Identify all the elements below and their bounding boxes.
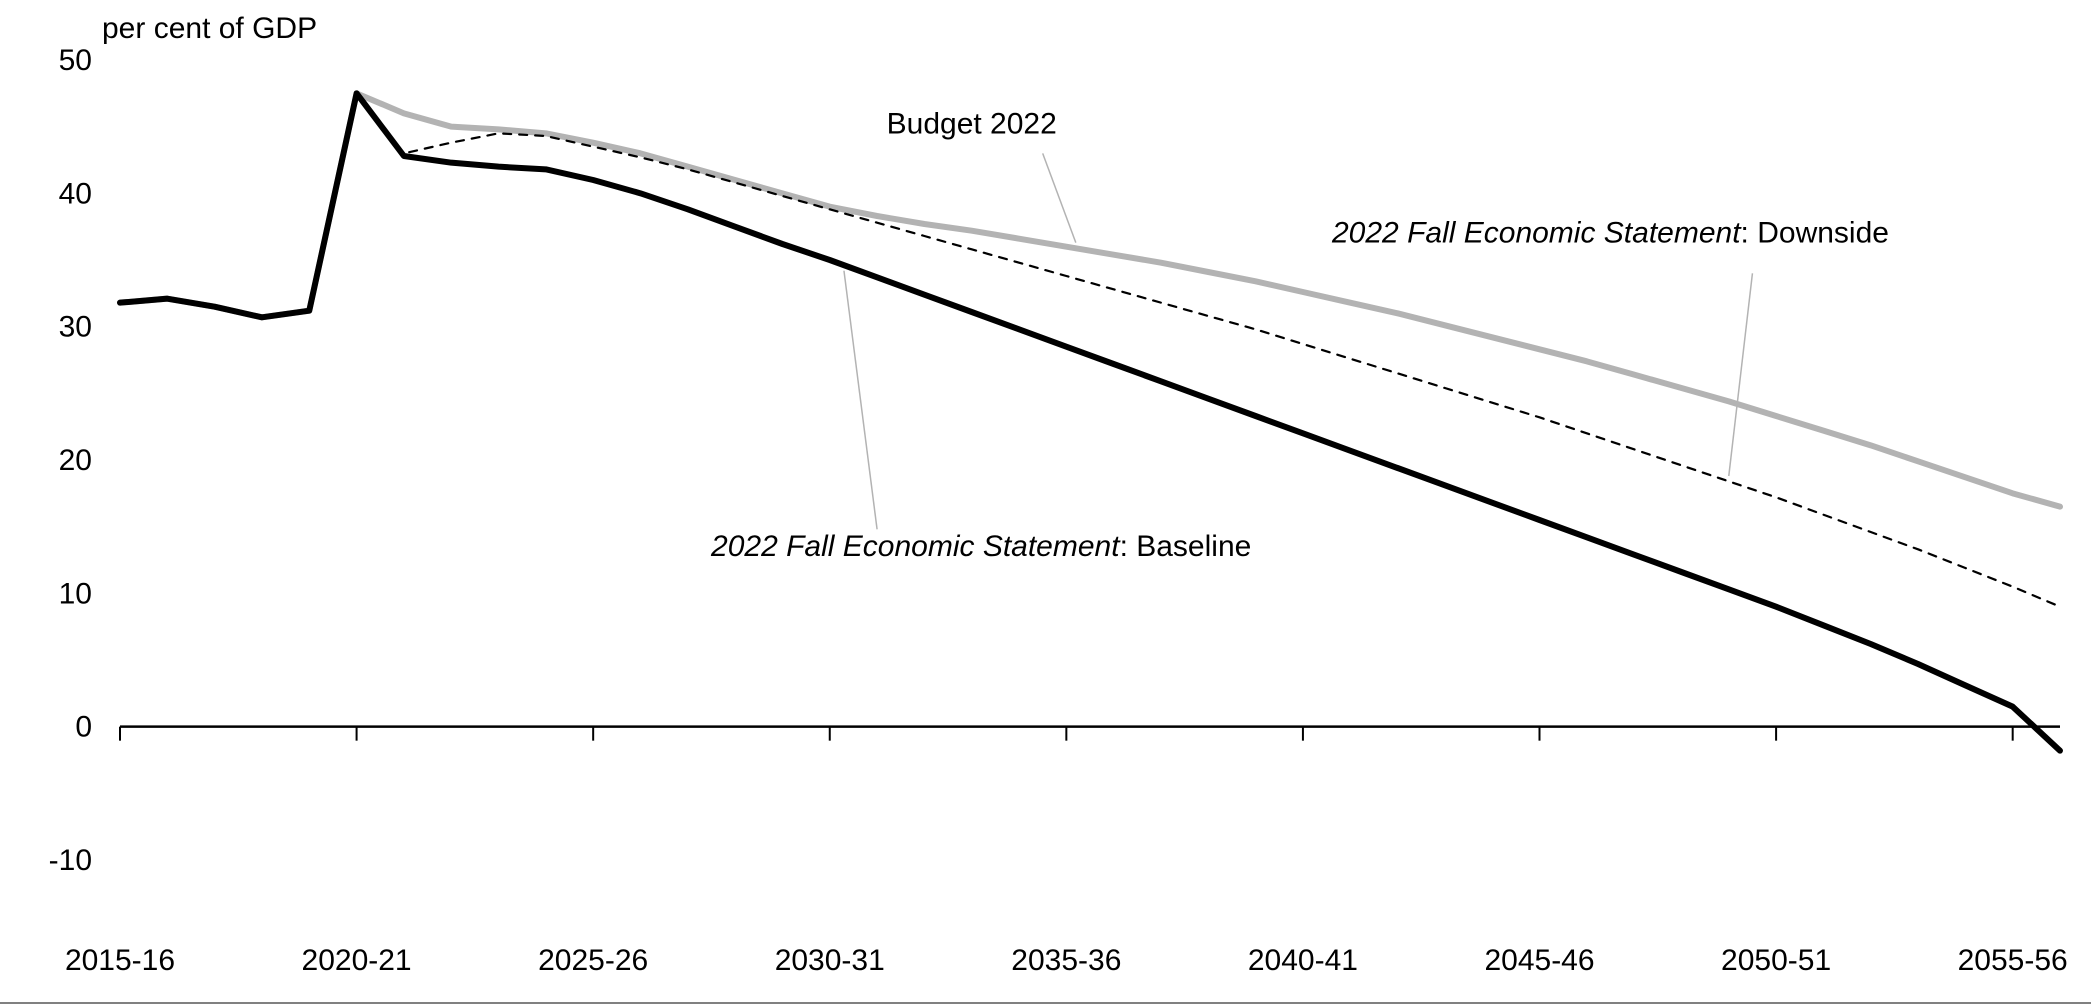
debt-gdp-chart: -10 0 10 20 30 40 50 per cent of GDP 2015-16 2020…	[0, 0, 2091, 1004]
y-axis-title: per cent of GDP	[102, 12, 317, 45]
series-label-budget_2022: Budget 2022	[887, 107, 1057, 140]
series-label-fes_downside: 2022 Fall Economic Statement: Downside	[1331, 217, 1889, 250]
y-tick-label: 20	[59, 444, 92, 477]
x-tick-label: 2040-41	[1248, 944, 1358, 977]
y-tick-label: 10	[59, 577, 92, 610]
x-tick-label: 2025-26	[538, 944, 648, 977]
x-tick-label: 2030-31	[775, 944, 885, 977]
y-tick-label: -10	[49, 844, 92, 877]
x-tick-label: 2045-46	[1484, 944, 1594, 977]
x-tick-label: 2050-51	[1721, 944, 1831, 977]
y-tick-label: 50	[59, 44, 92, 77]
x-tick-label: 2015-16	[65, 944, 175, 977]
series-label-fes_baseline: 2022 Fall Economic Statement: Baseline	[710, 530, 1251, 563]
chart-svg: -10 0 10 20 30 40 50 per cent of GDP 2015-16 2020…	[0, 0, 2091, 1004]
y-tick-label: 30	[59, 311, 92, 344]
x-tick-label: 2020-21	[302, 944, 412, 977]
x-tick-label: 2055-56	[1958, 944, 2068, 977]
y-tick-label: 0	[75, 711, 92, 744]
x-tick-label: 2035-36	[1011, 944, 1121, 977]
y-tick-label: 40	[59, 177, 92, 210]
